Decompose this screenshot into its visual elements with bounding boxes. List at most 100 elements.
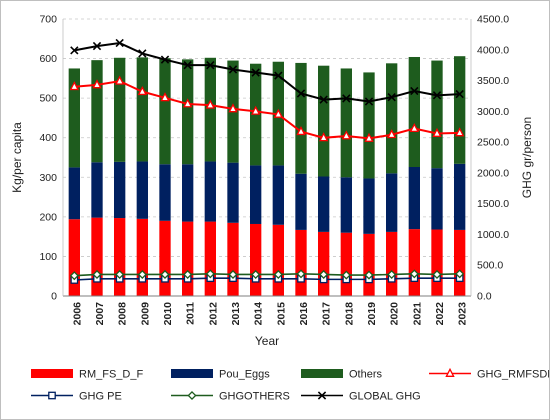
left-tick-label-700: 700 [39, 14, 57, 26]
point-ghg-rmfsdf-2008 [115, 75, 125, 85]
bar-pou-eggs-2017 [318, 176, 330, 232]
point-global-ghg-2016 [296, 89, 306, 98]
x-tick-label-2006: 2006 [71, 302, 83, 326]
point-ghg-rmfsdf-2011 [183, 98, 193, 108]
point-global-ghg-2006 [70, 46, 79, 55]
bar-others-2021 [408, 56, 420, 167]
x-tick-label-2017: 2017 [321, 302, 333, 326]
right-tick-label-4000-0: 4000.0 [477, 44, 509, 56]
right-tick-label-0-0: 0.0 [477, 291, 492, 303]
bar-others-2020 [386, 63, 398, 174]
point-ghg-rmfsdf-2022 [432, 127, 442, 137]
bar-pou-eggs-2013 [227, 162, 239, 223]
point-ghgothers-2018 [341, 270, 351, 280]
bar-others-2010 [159, 58, 171, 165]
left-tick-label-400: 400 [39, 132, 57, 144]
legend-label-rm-fs-d-f: RM_FS_D_F [79, 369, 143, 381]
right-axis-title: GHG gr/person [520, 117, 534, 198]
bar-others-2023 [454, 56, 466, 164]
point-ghg-rmfsdf-2006 [69, 81, 79, 91]
bar-rm-fs-d-f-2016 [295, 229, 307, 296]
point-ghgothers-2015 [273, 269, 283, 279]
point-ghg-rmfsdf-2010 [160, 92, 170, 102]
point-global-ghg-2021 [410, 86, 419, 96]
left-tick-label-0: 0 [51, 291, 57, 303]
bar-layer [68, 56, 466, 296]
bar-pou-eggs-2012 [204, 161, 216, 222]
legend-marker-ghg-pe [48, 391, 56, 400]
right-tick-label-2500-0: 2500.0 [477, 137, 509, 149]
bar-pou-eggs-2023 [454, 163, 466, 230]
point-global-ghg-2013 [228, 65, 238, 74]
point-ghgothers-2020 [387, 269, 397, 279]
point-ghgothers-2014 [251, 269, 261, 279]
x-tick-label-2020: 2020 [389, 302, 401, 326]
point-ghg-rmfsdf-2009 [137, 86, 147, 96]
bar-others-2018 [340, 68, 352, 178]
point-ghg-rmfsdf-2007 [92, 79, 102, 89]
x-tick-label-2019: 2019 [366, 302, 378, 326]
bar-rm-fs-d-f-2018 [340, 232, 352, 296]
point-ghgothers-2010 [160, 269, 170, 279]
point-global-ghg-2009 [138, 49, 147, 58]
bar-rm-fs-d-f-2020 [386, 231, 398, 296]
point-global-ghg-2014 [251, 68, 260, 77]
bar-others-2017 [318, 65, 330, 177]
bar-rm-fs-d-f-2012 [204, 221, 216, 296]
right-tick-label-4500-0: 4500.0 [477, 14, 509, 26]
legend-label-ghg-rmfsdf: GHG_RMFSDF [477, 369, 549, 381]
point-ghg-rmfsdf-2021 [409, 122, 419, 133]
legend-label-global-ghg: GLOBAL GHG [349, 391, 421, 403]
bar-rm-fs-d-f-2013 [227, 222, 239, 296]
x-tick-label-2009: 2009 [139, 302, 151, 326]
bar-others-2011 [182, 59, 194, 165]
point-global-ghg-2023 [455, 89, 464, 99]
bar-others-2019 [363, 72, 375, 179]
point-global-ghg-2007 [92, 41, 102, 51]
point-ghg-rmfsdf-2017 [319, 132, 329, 142]
legend-swatch-pou-eggs [171, 369, 213, 378]
left-axis-title: Kg/per capita [10, 122, 24, 193]
point-ghgothers-2008 [115, 269, 125, 279]
bar-pou-eggs-2008 [114, 161, 126, 219]
bar-others-2012 [204, 57, 216, 162]
point-ghgothers-2006 [69, 271, 79, 281]
left-tick-label-300: 300 [39, 172, 57, 184]
bar-pou-eggs-2009 [136, 161, 148, 219]
point-ghgothers-2017 [319, 269, 329, 279]
bar-pou-eggs-2022 [431, 168, 443, 230]
point-ghgothers-2019 [364, 270, 374, 280]
x-tick-label-2008: 2008 [117, 302, 129, 326]
bar-pou-eggs-2011 [182, 164, 194, 222]
point-global-ghg-2022 [432, 91, 442, 100]
left-tick-label-600: 600 [39, 53, 57, 65]
point-ghgothers-2022 [432, 269, 442, 279]
point-global-ghg-2010 [160, 55, 170, 64]
bar-rm-fs-d-f-2021 [408, 229, 420, 296]
point-ghg-rmfsdf-2013 [228, 103, 238, 113]
line-global-ghg [74, 41, 460, 103]
right-tick-label-2000-0: 2000.0 [477, 167, 509, 179]
right-tick-label-3000-0: 3000.0 [477, 106, 509, 118]
x-tick-label-2011: 2011 [185, 302, 197, 325]
bar-pou-eggs-2016 [295, 173, 307, 230]
bar-pou-eggs-2006 [68, 167, 80, 220]
right-tick-label-1500-0: 1500.0 [477, 198, 509, 210]
x-tick-label-2023: 2023 [457, 302, 469, 326]
bar-pou-eggs-2020 [386, 173, 398, 232]
point-ghg-rmfsdf-2020 [387, 129, 397, 139]
point-ghg-rmfsdf-2018 [341, 130, 351, 140]
bar-pou-eggs-2019 [363, 178, 375, 234]
line-ghg-pe [74, 277, 460, 281]
point-ghg-rmfsdf-2012 [205, 99, 215, 109]
bar-pou-eggs-2007 [91, 162, 103, 218]
point-ghg-rmfsdf-2023 [455, 127, 465, 137]
x-tick-label-2016: 2016 [298, 302, 310, 326]
x-tick-label-2015: 2015 [275, 302, 287, 326]
x-tick-label-2007: 2007 [94, 302, 106, 326]
legend-label-pou-eggs: Pou_Eggs [219, 369, 270, 381]
bar-pou-eggs-2010 [159, 164, 171, 221]
point-ghgothers-2023 [455, 269, 465, 279]
bar-others-2006 [68, 68, 80, 168]
